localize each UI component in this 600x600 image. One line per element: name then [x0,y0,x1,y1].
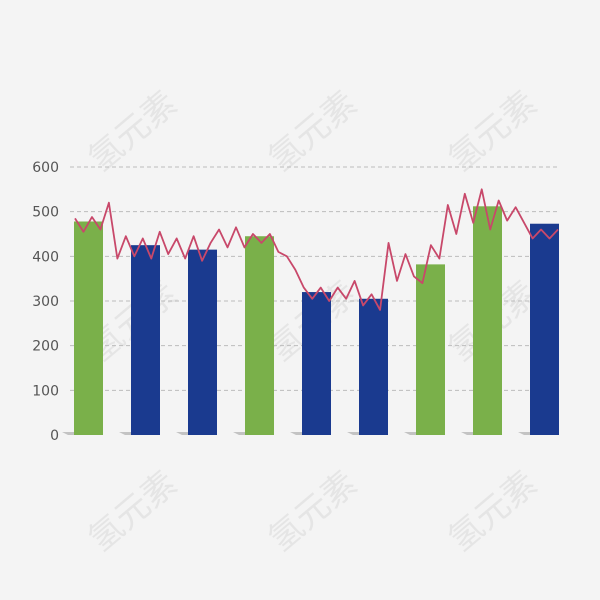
y-tick-label: 100 [32,383,59,399]
watermark-text: 氢元素 [441,463,545,559]
y-tick-label: 400 [32,249,59,265]
watermark-text: 氢元素 [81,83,185,179]
bar [188,249,217,435]
bar [131,245,160,435]
y-axis-ticks: 0 100 200 300 400 500 600 [32,160,59,444]
bar-layer [74,206,559,435]
bar [245,236,274,435]
bar-shadow [290,432,305,435]
bar-shadow [62,432,77,435]
line-series [74,188,559,311]
bar-shadow [461,432,476,435]
shadow-layer [62,432,533,435]
y-tick-label: 500 [32,205,59,221]
bar-shadow [404,432,419,435]
y-tick-label: 600 [32,160,59,176]
watermark-text: 氢元素 [261,83,365,179]
bar [302,292,331,435]
watermark-text: 氢元素 [261,463,365,559]
watermark-text: 氢元素 [81,463,185,559]
bar-shadow [176,432,191,435]
bar-shadow [119,432,134,435]
y-tick-label: 0 [50,428,59,444]
watermark-text: 氢元素 [441,83,545,179]
y-tick-label: 200 [32,339,59,355]
bar [416,264,445,435]
bar [359,298,388,435]
bar-shadow [233,432,248,435]
bar [530,223,559,435]
line-layer [74,188,559,311]
bar [74,221,103,435]
y-tick-label: 300 [32,294,59,310]
bar [473,206,502,435]
bar-shadow [518,432,533,435]
bar-shadow [347,432,362,435]
